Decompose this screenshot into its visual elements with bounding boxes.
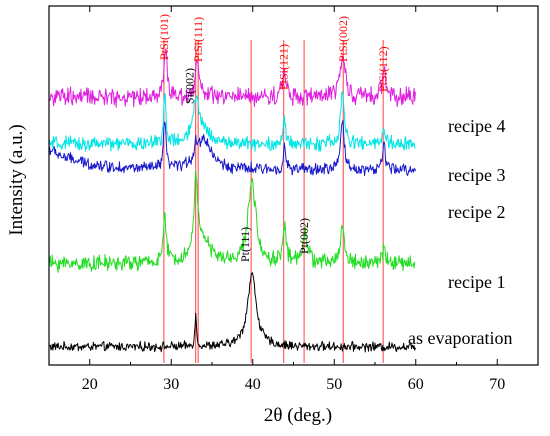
axes: 20 30 40 50 60 70: [48, 5, 539, 393]
x-tick-label: 40: [245, 376, 261, 393]
series-label: recipe 4: [448, 116, 505, 136]
reference-label: PtSi(101): [157, 14, 171, 60]
series-line-recipe-1: [48, 170, 416, 273]
x-tick-label: 70: [489, 376, 505, 393]
series-label: recipe 3: [448, 165, 505, 185]
x-tick-label: 50: [326, 376, 342, 393]
y-axis-title: Intensity (a.u.): [6, 124, 27, 235]
x-tick-label: 20: [82, 376, 98, 393]
reference-label: Si(002): [183, 68, 197, 104]
series-line-recipe-2: [48, 119, 416, 177]
reference-label: PtSi(121): [277, 44, 291, 90]
reference-label: Pt(002): [297, 218, 311, 254]
x-axis-title: 2θ (deg.): [264, 405, 332, 426]
series-label: recipe 1: [448, 272, 505, 292]
x-tick-label: 30: [163, 376, 179, 393]
series-line-as-evaporation: [48, 272, 416, 353]
plot-frame: [48, 5, 539, 366]
reference-labels: PtSi(101) PtSi(111) PtSi(121) PtSi(002) PtSi…: [157, 14, 390, 262]
series-lines: [48, 48, 416, 353]
series-line-recipe-4: [48, 48, 416, 108]
reference-label: PtSi(112): [376, 46, 390, 92]
reference-label: PtSi(002): [336, 16, 350, 62]
series-label: recipe 2: [448, 202, 505, 222]
reference-label: PtSi(111): [191, 17, 205, 62]
reference-label: Pt(111): [238, 227, 252, 262]
series-labels: as evaporation recipe 1 recipe 2 recipe 3 re…: [408, 116, 512, 348]
x-tick-label: 60: [408, 376, 424, 393]
series-line-recipe-3: [48, 91, 416, 152]
series-label: as evaporation: [408, 328, 512, 348]
